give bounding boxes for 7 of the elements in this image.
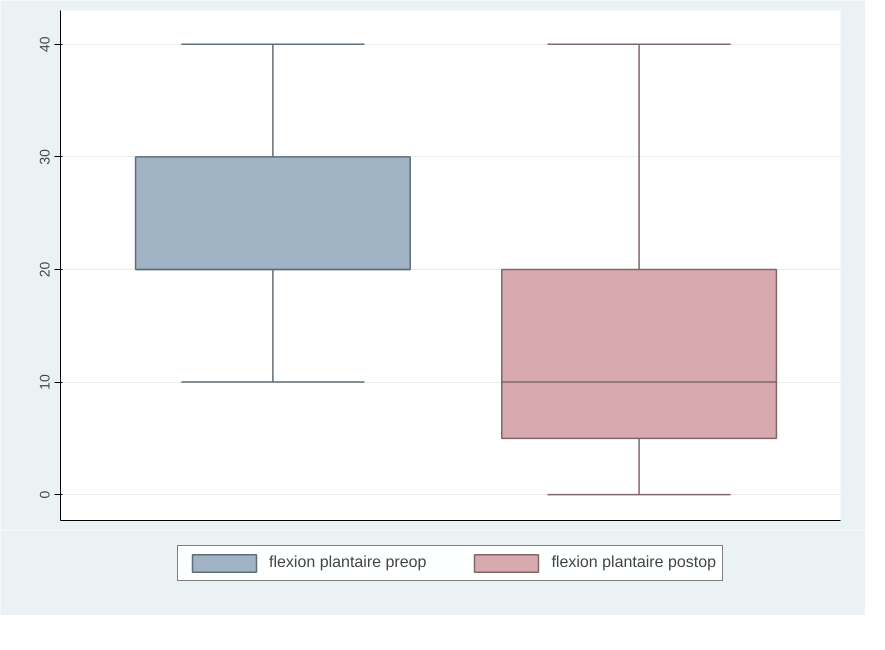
y-tick-label: 20 [36, 261, 52, 278]
y-tick-label: 0 [36, 490, 52, 498]
legend-label: flexion plantaire postop [551, 554, 716, 572]
y-tick-label: 30 [36, 148, 52, 165]
y-tick-label: 40 [36, 36, 52, 52]
legend-label: flexion plantaire preop [269, 554, 426, 572]
y-tick-label: 10 [36, 374, 52, 390]
